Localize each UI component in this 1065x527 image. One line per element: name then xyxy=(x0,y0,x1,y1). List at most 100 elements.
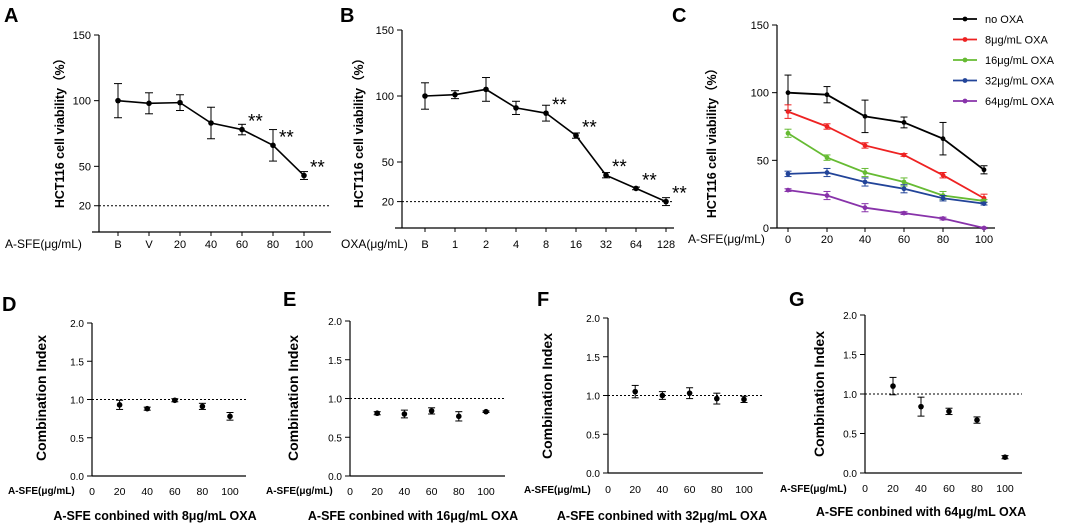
panel-f-data-point xyxy=(632,388,638,395)
panel-a-y-axis-label: HCT116 cell viability（%） xyxy=(52,52,67,208)
panel-g-x-tick-label: 60 xyxy=(943,483,955,495)
panel-c-series-5-data-point xyxy=(824,193,830,198)
panel-e-y-tick-label: 0.0 xyxy=(328,472,342,483)
panel-a-data-point xyxy=(239,126,245,133)
panel-d-x-tick-label: 20 xyxy=(114,486,126,498)
panel-c-series-3-data-point xyxy=(862,170,868,175)
panel-c-series-1-line xyxy=(787,91,985,171)
panel-e: E Combination Index A-SFE(μg/mL) A-SFE c… xyxy=(266,289,518,523)
legend-swatch-marker-1 xyxy=(962,16,968,22)
panel-e-y-tick-label: 1.5 xyxy=(328,356,342,367)
panel-b-significance-mark: ** xyxy=(582,118,597,139)
panel-c-x-tick-label: 20 xyxy=(821,234,833,246)
panel-c-series-3-data-point xyxy=(785,130,791,136)
panel-letter-f: F xyxy=(537,289,549,311)
panel-g-x-tick-label: 100 xyxy=(996,483,1014,495)
panel-c-series-3-line xyxy=(787,132,985,202)
panel-e-x-tick-label: 80 xyxy=(453,486,465,498)
panel-e-data-point xyxy=(401,411,408,417)
panel-a: A HCT116 cell viability（%） A-SFE(μg/mL) … xyxy=(4,5,331,251)
panel-c-series-2-line xyxy=(787,110,985,200)
panel-f-x-axis-label: A-SFE(μg/mL) xyxy=(524,485,591,496)
legend-label-3: 16μg/mL OXA xyxy=(985,55,1055,67)
panel-d-data-point xyxy=(227,413,233,420)
panel-a-x-tick-label: 80 xyxy=(267,239,279,251)
panel-e-data-point xyxy=(428,408,435,414)
panel-c-x-tick-label: 40 xyxy=(859,234,871,246)
panel-a-data-point xyxy=(177,99,183,106)
panel-d-x-tick-label: 0 xyxy=(89,486,95,498)
panel-a-significance-mark: ** xyxy=(279,127,294,148)
panel-e-caption: A-SFE conbined with 16μg/mL OXA xyxy=(308,509,518,523)
panel-a-data-point xyxy=(146,100,152,107)
panel-g-x-tick-label: 20 xyxy=(887,483,899,495)
legend-swatch-marker-3 xyxy=(962,57,968,63)
panel-c-x-axis-label: A-SFE(μg/mL) xyxy=(688,232,765,246)
panel-b-y-tick-label: 100 xyxy=(376,91,394,103)
panel-g-y-tick-label: 1.5 xyxy=(843,351,857,362)
panel-c-series-5-data-point xyxy=(862,205,868,211)
panel-g: G Combination Index A-SFE(μg/mL) A-SFE c… xyxy=(780,289,1026,519)
panel-e-y-tick-label: 1.0 xyxy=(328,395,342,406)
panel-e-data-point xyxy=(456,413,462,420)
panel-b-x-tick-label: 128 xyxy=(657,239,675,251)
panel-c-series-3-data-point xyxy=(824,155,830,161)
panel-f-data-point xyxy=(714,395,720,402)
legend-swatch-marker-5 xyxy=(962,98,968,104)
panel-c-y-axis-label: HCT116 cell viability（%） xyxy=(704,62,719,218)
panel-d-caption: A-SFE conbined with 8μg/mL OXA xyxy=(53,509,256,523)
panel-d-y-tick-label: 1.0 xyxy=(70,396,84,407)
panel-c-x-tick-label: 100 xyxy=(975,234,993,246)
panel-c-series-2-data-point xyxy=(862,143,868,148)
panel-c-legend: no OXA 8μg/mL OXA 16μg/mL OXA 32μg/mL OXA 64… xyxy=(953,14,1055,108)
panel-d-y-tick-label: 0.5 xyxy=(70,434,84,445)
panel-c-series-4-data-point xyxy=(940,195,946,201)
legend-label-4: 32μg/mL OXA xyxy=(985,76,1055,88)
panel-c-y-tick-label: 150 xyxy=(751,20,769,32)
panel-d-data-point xyxy=(144,405,150,412)
panel-e-y-tick-label: 0.5 xyxy=(328,433,342,444)
panel-g-data-point xyxy=(890,383,896,389)
panel-c-series-1-data-point xyxy=(862,113,868,119)
panel-g-data-point xyxy=(946,408,952,415)
panel-f-x-tick-label: 100 xyxy=(735,484,753,496)
panel-b-x-tick-label: 64 xyxy=(630,239,642,251)
panel-e-data-point xyxy=(483,408,489,415)
panel-b-significance-mark: ** xyxy=(612,157,627,178)
panel-a-x-tick-label: 20 xyxy=(174,239,186,251)
panel-g-y-tick-label: 2.0 xyxy=(843,311,857,322)
panel-d-x-tick-label: 80 xyxy=(197,486,209,498)
panel-d-y-tick-label: 2.0 xyxy=(70,319,84,330)
panel-c-series-2-data-point xyxy=(901,152,907,158)
panel-f-x-tick-label: 40 xyxy=(657,484,669,496)
panel-f-y-tick-label: 1.5 xyxy=(586,353,600,364)
panel-f-x-tick-label: 20 xyxy=(629,484,641,496)
panel-a-data-point xyxy=(270,142,276,149)
panel-b-data-point xyxy=(573,132,579,139)
panel-d-x-axis-label: A-SFE(μg/mL) xyxy=(8,486,75,497)
panel-b-x-tick-label: B xyxy=(421,239,428,251)
panel-f-data-point xyxy=(659,392,666,399)
panel-d: D Combination Index A-SFE(μg/mL) A-SFE c… xyxy=(2,294,257,523)
panel-b-data-point xyxy=(663,198,669,205)
panel-c-series-1-data-point xyxy=(785,90,791,96)
panel-c-series-1-data-point xyxy=(940,136,946,142)
panel-f: F Combination Index A-SFE(μg/mL) A-SFE c… xyxy=(524,289,767,523)
panel-c-series-2-data-point xyxy=(940,172,946,178)
panel-a-x-axis-label: A-SFE(μg/mL) xyxy=(5,237,82,251)
panel-c-x-tick-label: 60 xyxy=(898,234,910,246)
panel-g-y-tick-label: 0.0 xyxy=(843,469,857,480)
panel-g-caption: A-SFE conbined with 64μg/mL OXA xyxy=(816,505,1026,519)
panel-c-series-5-line xyxy=(787,189,985,229)
panel-c-series-2-data-point xyxy=(824,124,830,129)
panel-g-x-axis-label: A-SFE(μg/mL) xyxy=(780,484,847,495)
panel-b-data-point xyxy=(422,93,428,99)
panel-f-x-tick-label: 60 xyxy=(684,484,696,496)
panel-letter-g: G xyxy=(789,289,805,311)
panel-c-x-tick-label: 0 xyxy=(785,234,791,246)
panel-c-series-5-data-point xyxy=(785,187,791,193)
panel-a-y-tick-label: 50 xyxy=(79,161,91,173)
panel-d-data-point xyxy=(172,397,178,404)
panel-d-y-tick-label: 0.0 xyxy=(70,472,84,483)
